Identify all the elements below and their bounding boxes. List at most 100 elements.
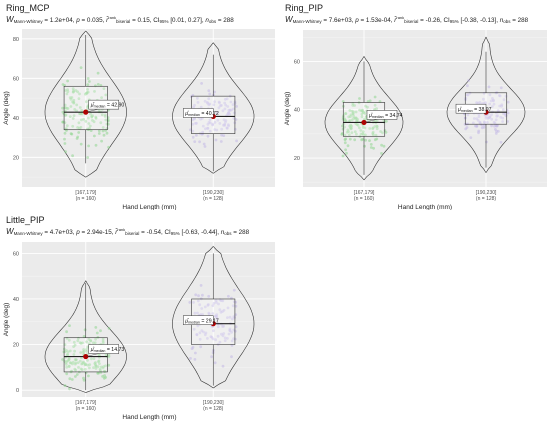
data-point xyxy=(344,148,347,152)
data-point xyxy=(86,345,90,349)
data-point xyxy=(79,66,83,69)
data-point xyxy=(193,140,197,144)
data-point xyxy=(88,366,91,370)
data-point xyxy=(72,340,76,344)
x-tick-label: (n = 128) xyxy=(203,196,223,202)
data-point xyxy=(356,118,359,121)
data-point xyxy=(482,125,486,129)
data-point xyxy=(196,299,200,303)
data-point xyxy=(506,111,510,115)
data-point xyxy=(228,329,232,332)
plot-background xyxy=(303,30,547,187)
x-tick-label: [167,179] xyxy=(75,400,96,406)
data-point xyxy=(350,131,354,135)
data-point xyxy=(218,122,222,125)
data-point xyxy=(349,126,352,130)
data-point xyxy=(68,387,71,391)
data-point xyxy=(498,104,502,108)
data-point xyxy=(199,345,203,349)
data-point xyxy=(84,120,88,123)
data-point xyxy=(82,117,85,121)
data-point xyxy=(76,135,80,139)
data-point xyxy=(94,326,98,329)
data-point xyxy=(107,363,111,367)
data-point xyxy=(230,355,233,359)
data-point xyxy=(206,337,209,340)
data-point xyxy=(97,360,100,363)
data-point xyxy=(385,119,388,123)
data-point xyxy=(78,359,82,363)
data-point xyxy=(83,328,87,332)
data-point xyxy=(380,143,383,147)
data-point xyxy=(234,118,238,121)
data-point xyxy=(373,138,377,142)
data-point xyxy=(200,82,204,85)
data-point xyxy=(477,129,481,133)
data-point xyxy=(203,99,207,103)
data-point xyxy=(64,106,68,110)
data-point xyxy=(225,126,229,130)
data-point xyxy=(490,124,493,128)
data-point xyxy=(201,124,205,128)
data-point xyxy=(494,118,498,122)
data-point xyxy=(207,103,211,107)
median-label-box xyxy=(88,344,119,354)
data-point xyxy=(469,136,473,140)
y-tick-label: 40 xyxy=(13,297,19,303)
data-point xyxy=(85,340,88,344)
data-point xyxy=(362,110,365,114)
data-point xyxy=(70,378,74,381)
data-point xyxy=(104,93,108,97)
data-point xyxy=(103,115,107,118)
median-label-box xyxy=(366,110,398,120)
data-point xyxy=(499,140,503,144)
data-point xyxy=(212,301,216,305)
x-tick-label: (n = 128) xyxy=(203,406,223,412)
data-point xyxy=(61,358,64,361)
data-point xyxy=(494,132,498,135)
data-point xyxy=(359,129,363,132)
data-point xyxy=(77,121,81,125)
data-point xyxy=(483,120,486,124)
data-point xyxy=(63,131,67,135)
median-value: = 29.17 xyxy=(200,318,219,324)
data-point xyxy=(194,351,197,355)
data-point xyxy=(94,363,97,366)
median-value: = 42.90 xyxy=(105,103,124,109)
data-point xyxy=(478,121,482,125)
data-point xyxy=(375,127,379,131)
data-point xyxy=(198,303,202,307)
x-tick-label: (n = 160) xyxy=(354,196,374,202)
data-point xyxy=(222,118,226,122)
data-point xyxy=(101,129,105,133)
data-point xyxy=(204,331,208,335)
data-point xyxy=(217,302,220,306)
data-point xyxy=(75,103,79,107)
data-point xyxy=(346,144,350,148)
data-point xyxy=(372,146,375,150)
data-point xyxy=(363,144,366,148)
data-point xyxy=(202,142,206,146)
data-point xyxy=(232,337,236,340)
data-point xyxy=(107,327,111,330)
data-point xyxy=(82,361,86,365)
data-point xyxy=(343,141,347,145)
data-point xyxy=(82,378,86,382)
data-point xyxy=(371,133,375,137)
data-point xyxy=(215,128,219,132)
data-point xyxy=(102,376,106,380)
data-point xyxy=(72,89,75,93)
data-point xyxy=(215,317,219,320)
data-point xyxy=(478,100,482,104)
data-point xyxy=(375,107,378,111)
data-point xyxy=(65,92,69,96)
data-point xyxy=(101,339,105,343)
data-point xyxy=(488,102,492,106)
data-point xyxy=(77,131,81,134)
data-point xyxy=(222,134,226,138)
data-point xyxy=(211,122,215,126)
data-point xyxy=(68,377,72,381)
data-point xyxy=(199,105,203,109)
median-symbol: μ̂ xyxy=(90,347,95,353)
data-point xyxy=(82,335,86,338)
